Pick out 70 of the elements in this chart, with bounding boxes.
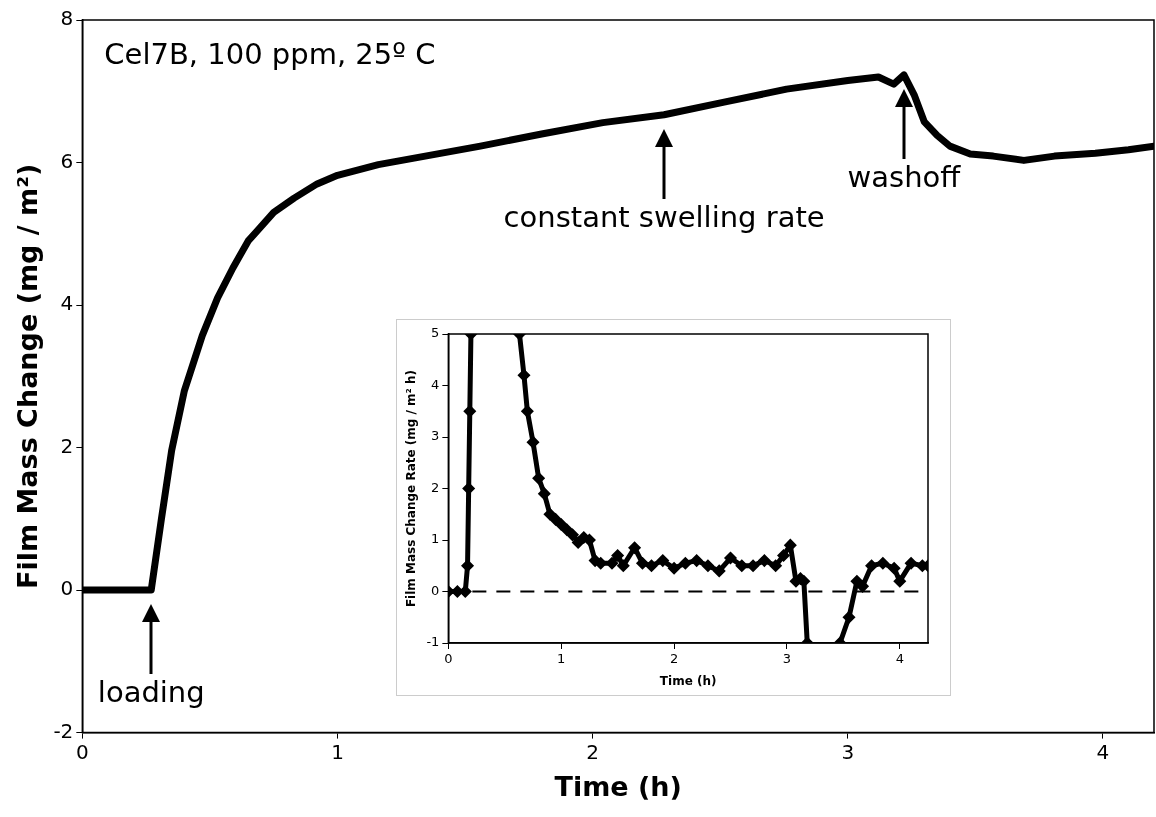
- point: [679, 557, 691, 569]
- x-tick-label: 4: [895, 651, 904, 667]
- annotation: loading: [97, 675, 205, 710]
- point: [778, 549, 790, 561]
- point: [606, 557, 618, 569]
- y-tick-label: -2: [53, 718, 74, 743]
- point: [747, 560, 759, 572]
- point: [736, 560, 748, 572]
- annotation: washoff: [847, 159, 962, 194]
- point: [725, 552, 736, 564]
- point: [463, 483, 475, 494]
- point: [527, 436, 539, 448]
- point: [657, 555, 669, 567]
- point: [636, 557, 648, 569]
- x-axis-title: Time (h): [659, 673, 717, 688]
- y-tick-label: 0: [60, 576, 74, 601]
- y-axis-title: Film Mass Change (mg / m²): [12, 163, 44, 589]
- point: [668, 562, 680, 574]
- point: [888, 562, 900, 574]
- point: [894, 575, 906, 587]
- point: [462, 560, 474, 572]
- annotation: constant swelling rate: [503, 199, 825, 234]
- point: [544, 508, 556, 520]
- x-tick-label: 1: [331, 739, 344, 764]
- point: [533, 472, 545, 484]
- x-tick-label: 2: [586, 739, 600, 764]
- y-tick-label: 3: [431, 428, 440, 444]
- y-tick-label: 4: [431, 376, 440, 392]
- point: [538, 488, 550, 500]
- x-tick-label: 2: [669, 651, 679, 667]
- point: [521, 405, 533, 417]
- x-tick-label: 4: [1096, 739, 1110, 764]
- point: [589, 555, 601, 567]
- point: [843, 611, 855, 623]
- point: [702, 560, 714, 572]
- x-tick-label: 3: [782, 651, 792, 667]
- y-tick-label: 2: [60, 433, 74, 458]
- y-tick-label: -1: [426, 634, 440, 650]
- point: [877, 557, 889, 569]
- x-axis-title: Time (h): [554, 770, 682, 802]
- point: [691, 555, 703, 567]
- point: [612, 549, 624, 561]
- point: [464, 405, 476, 417]
- point: [646, 560, 657, 572]
- point: [905, 557, 917, 569]
- x-tick-label: 3: [841, 739, 855, 764]
- point: [572, 537, 584, 549]
- x-tick-label: 1: [557, 651, 566, 667]
- point: [629, 542, 641, 554]
- point: [555, 519, 567, 531]
- y-tick-label: 4: [60, 291, 74, 316]
- point: [713, 565, 725, 577]
- y-tick-label: 0: [431, 582, 440, 598]
- y-tick-label: 1: [431, 531, 440, 547]
- point: [567, 529, 578, 541]
- point: [758, 555, 770, 567]
- annotation: Cel7B, 100 ppm, 25º C: [104, 37, 436, 72]
- y-tick-label: 6: [60, 148, 74, 173]
- y-tick-label: 5: [431, 325, 440, 341]
- y-axis-title: Film Mass Change Rate (mg / m² h): [404, 369, 419, 608]
- point: [866, 560, 878, 572]
- point: [595, 557, 607, 569]
- x-tick-label: 0: [444, 651, 453, 667]
- y-tick-label: 2: [431, 479, 440, 495]
- point: [770, 560, 782, 572]
- point: [561, 524, 573, 536]
- point: [857, 580, 869, 592]
- point: [617, 560, 629, 572]
- y-tick-label: 8: [60, 6, 74, 31]
- point: [550, 513, 562, 525]
